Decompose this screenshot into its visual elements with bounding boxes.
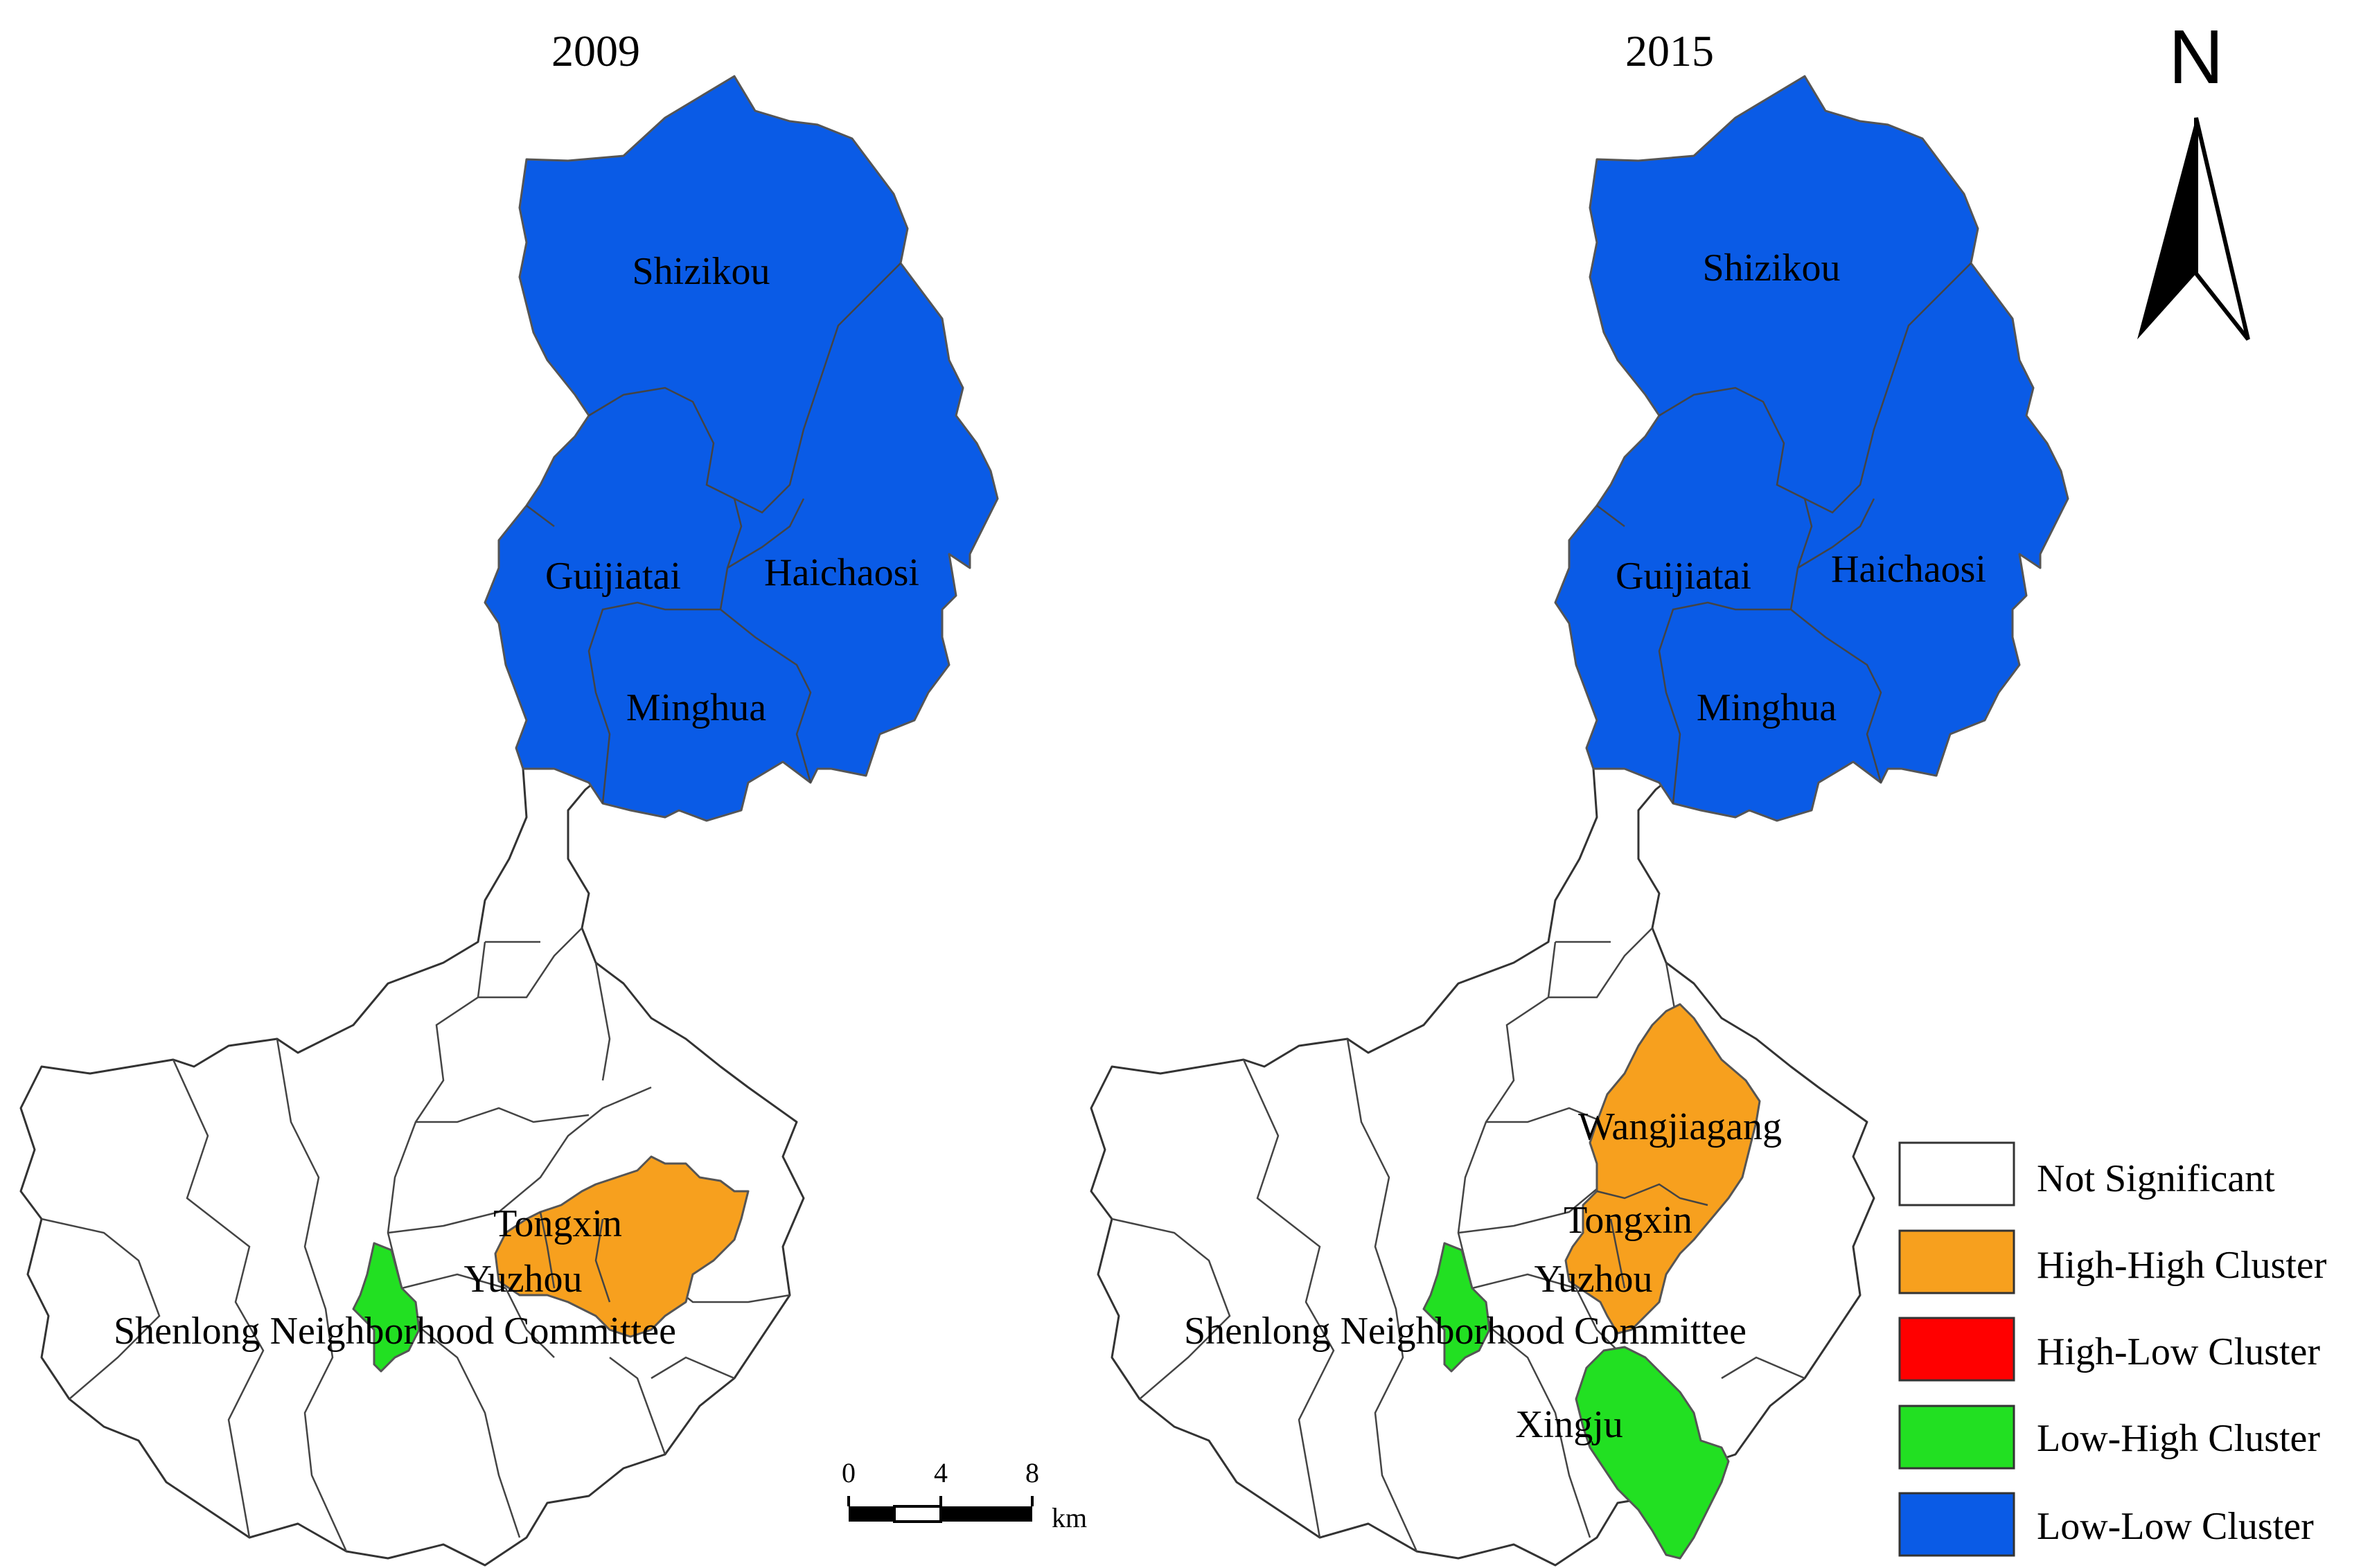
north-arrow-right-half (2194, 117, 2250, 341)
legend-item-low-high: Low-High Cluster (1898, 1405, 2320, 1470)
label-haichaosi-2009: Haichaosi (764, 551, 919, 594)
scale-bar: 0 4 8 km (842, 1457, 1087, 1533)
legend-label-low-high: Low-High Cluster (2037, 1417, 2320, 1460)
legend-label-high-low: High-Low Cluster (2037, 1330, 2320, 1373)
label-guijiatai-2009: Guijiatai (545, 555, 681, 598)
legend-item-high-low: High-Low Cluster (1898, 1317, 2320, 1382)
legend-swatch-high-low (1898, 1317, 2015, 1382)
low-high-cluster-2009 (352, 1242, 421, 1373)
high-high-internal (539, 1211, 611, 1303)
legend-item-high-high: High-High Cluster (1898, 1229, 2327, 1294)
legend: Not Significant High-High Cluster High-L… (1898, 1141, 2327, 1557)
label-yuzhou-2009: Yuzhou (463, 1258, 582, 1301)
legend-swatch-low-high (1898, 1405, 2015, 1470)
low-low-internal-boundaries (526, 262, 901, 804)
scale-tick-0: 0 (842, 1457, 856, 1488)
legend-label-not-significant: Not Significant (2037, 1157, 2275, 1200)
label-wangjiagang-2015: Wangjiagang (1578, 1105, 1782, 1148)
label-shizikou-2015: Shizikou (1702, 247, 1840, 289)
map-2015: 2015 Shizikou Guijiatai Haichaosi Minghu… (1090, 26, 2069, 1567)
north-label: N (2168, 15, 2223, 100)
label-xingju-2015: Xingju (1515, 1403, 1623, 1446)
low-high-cluster-2015-xingju (1575, 1346, 1730, 1560)
label-shenlong-2015: Shenlong Neighborhood Committee (1184, 1310, 1747, 1353)
label-guijiatai-2015: Guijiatai (1616, 555, 1751, 598)
scale-segment-1 (849, 1506, 894, 1522)
legend-swatch-not-significant (1898, 1141, 2015, 1206)
label-minghua-2009: Minghua (626, 686, 766, 729)
map-2009: 2009 Shizikou Guijiatai Haichaosi Minghu… (19, 26, 999, 1567)
north-arrow: N (2137, 15, 2250, 341)
scale-segment-2 (893, 1505, 942, 1523)
high-high-cluster-2009 (494, 1155, 750, 1338)
low-high-cluster-2015-shenlong (1422, 1242, 1491, 1373)
legend-label-high-high: High-High Cluster (2037, 1244, 2327, 1287)
low-low-internal-boundaries (1596, 262, 1972, 804)
low-low-cluster-2009 (484, 75, 999, 822)
scale-unit: km (1052, 1502, 1087, 1533)
label-minghua-2015: Minghua (1697, 686, 1837, 729)
legend-label-low-low: Low-Low Cluster (2037, 1505, 2314, 1548)
label-shizikou-2009: Shizikou (632, 250, 770, 293)
scale-tick-4: 4 (934, 1457, 948, 1488)
legend-item-low-low: Low-Low Cluster (1898, 1492, 2314, 1557)
legend-item-not-significant: Not Significant (1898, 1141, 2275, 1206)
map-title-2009: 2009 (551, 26, 640, 75)
legend-swatch-high-high (1898, 1229, 2015, 1294)
legend-swatch-low-low (1898, 1492, 2015, 1557)
district-boundaries (41, 927, 790, 1552)
north-arrow-left-half (2137, 118, 2196, 339)
map-title-2015: 2015 (1625, 26, 1714, 75)
label-tongxin-2015: Tongxin (1564, 1199, 1692, 1242)
low-low-cluster-2015 (1554, 75, 2069, 822)
scale-segment-3 (941, 1506, 1032, 1522)
label-tongxin-2009: Tongxin (493, 1202, 622, 1245)
high-high-cluster-2015 (1564, 1003, 1761, 1335)
not-significant-area (1090, 767, 1875, 1567)
not-significant-area (19, 767, 805, 1567)
label-haichaosi-2015: Haichaosi (1831, 548, 1986, 591)
scale-tick-8: 8 (1025, 1457, 1039, 1488)
high-high-internal (1596, 1183, 1708, 1289)
label-shenlong-2009: Shenlong Neighborhood Committee (114, 1310, 676, 1353)
label-yuzhou-2015: Yuzhou (1534, 1258, 1652, 1301)
